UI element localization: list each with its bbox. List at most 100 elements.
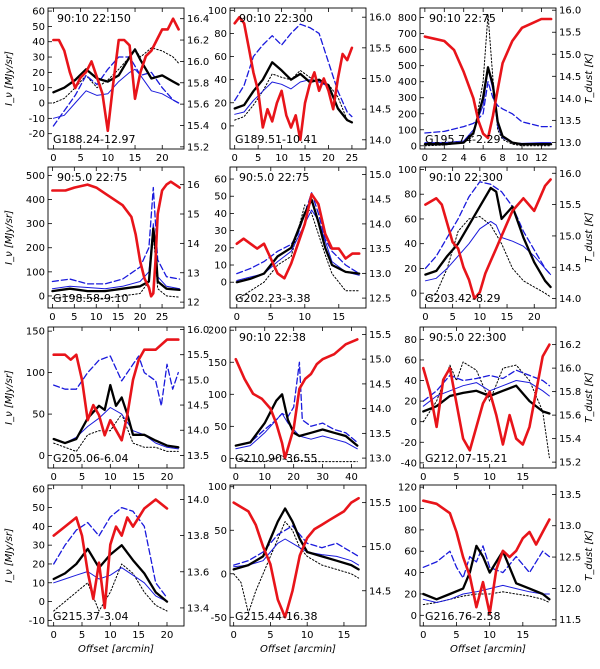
y-axis-label: I_ν [MJy/sr] [4, 210, 15, 265]
y2-tick-label: 12 [187, 298, 200, 309]
y2-tick-label: 13.5 [187, 451, 209, 462]
y2-tick-label: 13.5 [559, 490, 581, 501]
series-line-red [232, 496, 360, 619]
series-line-dashed [52, 56, 180, 127]
panel: 0 5 10 15 20 -20 -10 0 10 20 30 40 50 60 15.2 15.4 15.6 1… [4, 7, 209, 164]
plot-frame [47, 326, 185, 469]
series-group [232, 496, 360, 619]
panel-grid: 0 5 10 15 20-20-10010203040506015.215.415.61… [4, 6, 595, 668]
y-tick-label: 200 [208, 326, 227, 337]
y-tick-label: 40 [214, 75, 227, 86]
plot-frame [47, 166, 185, 309]
y2-tick-label: 16.2 [187, 36, 209, 47]
y-tick-label: -20 [29, 129, 45, 140]
y-tick-label: 0 [39, 597, 45, 608]
y-axis-label: I_ν [MJy/sr] [4, 51, 15, 106]
x-tick-label: 25 [346, 153, 359, 164]
y2-tick-label: 16.0 [187, 325, 209, 336]
y2-axis-label: T_dust [K] [584, 530, 595, 581]
x-tick-label: 12 [535, 153, 548, 164]
y2-tick-label: 13 [187, 268, 200, 279]
series-line-blue [424, 220, 552, 282]
y-tick-label: 0 [411, 417, 417, 428]
y2-axis-label: T_dust [K] [584, 53, 595, 104]
y-tick-label: 40 [404, 376, 417, 387]
x-tick-label: 5 [71, 312, 77, 323]
y-tick-label: 200 [398, 109, 417, 120]
y-tick-label: 20 [214, 98, 227, 109]
y2-tick-label: 14.5 [187, 401, 209, 412]
y-tick-label: 50 [214, 192, 227, 203]
x-tick-label: 20 [161, 472, 174, 483]
legend-note: black=I_250, blue solid=I_350, blue dash… [276, 665, 325, 668]
y2-tick-label: 14.0 [559, 294, 581, 305]
y-tick-label: 60 [214, 52, 227, 63]
series-line-red [234, 338, 359, 460]
x-tick-label: 40 [345, 472, 358, 483]
y2-tick-label: 12.5 [369, 294, 391, 305]
series-line-black [235, 198, 361, 284]
y2-tick-label: 15.2 [187, 142, 209, 153]
y-tick-label: 100 [398, 504, 417, 515]
x-tick-label: 20 [134, 312, 147, 323]
y-tick-label: 20 [404, 264, 417, 275]
y2-tick-label: 15.8 [559, 387, 581, 398]
x-tick-label: 15 [112, 312, 125, 323]
x-tick-label: 0 [420, 630, 426, 641]
x-tick-label: 15 [516, 630, 529, 641]
x-tick-label: 0 [234, 312, 240, 323]
y-tick-label: 30 [32, 541, 45, 552]
y-tick-label: 100 [208, 482, 227, 493]
y-tick-label: 30 [32, 53, 45, 64]
panel: 0 5 10 15 20 0 50 100 150 13.5 14.0 14.5 15.0 15.5 16.… [4, 325, 209, 483]
series-line-dashed [233, 525, 360, 566]
series-line-red [422, 499, 551, 615]
series-line-dotted [424, 13, 552, 147]
x-tick-label: 0 [50, 153, 56, 164]
series-line-black [422, 544, 551, 601]
y2-tick-label: 14.5 [559, 72, 581, 83]
y2-tick-label: 13.0 [369, 269, 391, 280]
series-line-dotted [234, 69, 353, 123]
x-tick-label: 10 [104, 630, 117, 641]
y2-tick-label: 13.0 [559, 521, 581, 532]
y-tick-label: 20 [32, 559, 45, 570]
y2-tick-label: 14.0 [369, 219, 391, 230]
y-tick-label: 120 [398, 483, 417, 494]
y-tick-label: -20 [401, 438, 417, 449]
y-tick-label: -10 [29, 114, 45, 125]
series-line-blue [233, 538, 360, 568]
y2-tick-label: 13.0 [369, 454, 391, 465]
plot-frame [47, 484, 185, 627]
y2-tick-label: 15.5 [559, 28, 581, 39]
y-tick-label: 0 [221, 569, 227, 580]
x-tick-label: 5 [267, 630, 273, 641]
panel-params: 90:10 22:300 [429, 171, 503, 184]
y2-tick-label: 15.0 [369, 542, 391, 553]
y-tick-label: 700 [398, 29, 417, 40]
y2-tick-label: 15.5 [369, 43, 391, 54]
x-tick-label: 10 [483, 630, 496, 641]
x-tick-label: 0 [50, 630, 56, 641]
y-tick-label: 500 [26, 171, 45, 182]
y-tick-label: 40 [32, 522, 45, 533]
y-tick-label: 0 [39, 291, 45, 302]
series-group [52, 498, 169, 612]
series-line-dashed [53, 506, 168, 599]
x-tick-label: 15 [516, 472, 529, 483]
y2-tick-label: 15.6 [187, 100, 209, 111]
y2-axis-label: T_dust [K] [584, 372, 595, 423]
y-tick-label: 100 [208, 390, 227, 401]
panel-title: G188.24-12.97 [53, 133, 135, 146]
series-line-dotted [53, 563, 168, 612]
x-tick-label: 4 [461, 153, 467, 164]
y-tick-label: 800 [398, 13, 417, 24]
series-line-blue [422, 584, 550, 603]
y2-tick-label: 14.0 [369, 135, 391, 146]
x-tick-label: 0 [233, 472, 239, 483]
y-tick-label: 0 [411, 611, 417, 622]
series-line-dashed [422, 545, 551, 579]
y-axis-label: I_ν [MJy/sr] [4, 528, 15, 583]
y2-tick-label: 15.5 [187, 350, 209, 361]
